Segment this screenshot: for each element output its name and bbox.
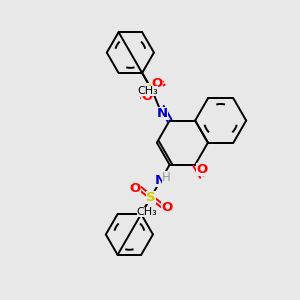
Text: O: O — [130, 182, 141, 195]
Text: O: O — [152, 76, 163, 90]
Text: CH₃: CH₃ — [137, 207, 158, 217]
Text: O: O — [141, 90, 153, 103]
Text: CH₃: CH₃ — [138, 86, 158, 96]
Text: S: S — [147, 83, 157, 97]
Text: S: S — [146, 190, 156, 204]
Text: O: O — [161, 201, 172, 214]
Text: H: H — [162, 171, 171, 184]
Text: N: N — [155, 174, 166, 187]
Text: O: O — [196, 163, 208, 176]
Text: N: N — [157, 107, 168, 120]
